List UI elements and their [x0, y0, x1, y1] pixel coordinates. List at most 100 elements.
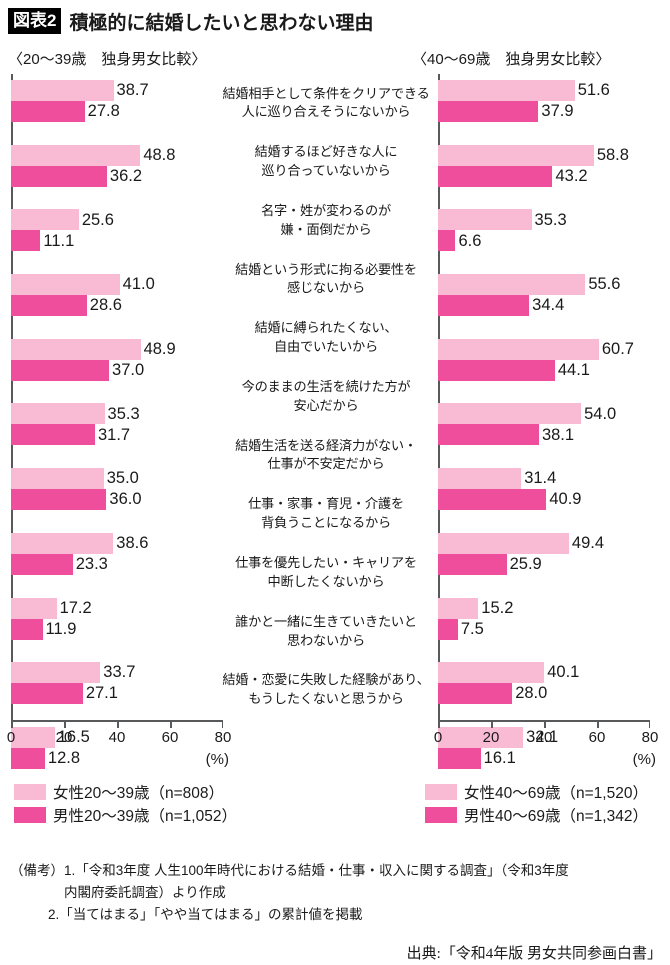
category-labels: 結婚相手として条件をクリアできる 人に巡り合えそうにないから結婚するほど好きな人に… [222, 74, 429, 720]
bar-male [11, 101, 85, 122]
bar-row: 12.8 [11, 747, 223, 769]
bar-male [11, 165, 107, 187]
bar-value-label: 41.0 [122, 275, 155, 294]
bar-female [11, 532, 114, 554]
bar-female [11, 80, 114, 101]
bar-group: 54.0 38.1 [438, 403, 650, 462]
bar-female [11, 468, 104, 490]
bar-value-label: 31.4 [524, 469, 557, 488]
bar-row: 6.6 [438, 230, 650, 252]
category-label-line: 人に巡り合えそうにないから [241, 104, 411, 120]
legend-label-female: 女性40〜69歳（n=1,520） [464, 784, 648, 802]
bar-value-label: 23.3 [75, 555, 108, 574]
y-axis-line-left [11, 74, 13, 720]
bar-row: 28.6 [11, 295, 223, 317]
bar-row: 28.0 [438, 683, 650, 705]
bar-female [438, 468, 522, 490]
note-line-2: 内閣府委託調査）より作成 [64, 884, 226, 900]
bar-value-label: 48.9 [143, 340, 176, 358]
bar-value-label: 28.0 [515, 684, 548, 703]
bar-female [11, 274, 120, 296]
category-label-line: 結婚するほど好きな人に [254, 144, 398, 160]
bar-row: 16.5 [11, 726, 223, 748]
x-axis-tick [170, 720, 172, 728]
bar-value-label: 40.9 [549, 490, 582, 509]
bar-value-label: 38.7 [116, 81, 149, 100]
bar-female [438, 274, 586, 296]
category-label: 結婚生活を送る経済力がない・ 仕事が不安定だから [228, 426, 424, 485]
category-label: 名字・姓が変わるのが 嫌・面倒だから [228, 191, 424, 250]
bar-value-label: 6.6 [458, 231, 482, 250]
bar-female [438, 209, 532, 231]
x-axis-tick [648, 720, 650, 728]
bar-row: 25.9 [438, 553, 650, 575]
bar-group: 32.1 16.1 [438, 726, 650, 786]
bar-group: 49.4 25.9 [438, 532, 650, 592]
bar-value-label: 37.9 [541, 102, 574, 121]
bar-row: 35.3 [438, 209, 650, 231]
figure-title-row: 図表2 積極的に結婚したいと思わない理由 [0, 0, 670, 36]
category-label: 結婚という形式に拘る必要性を 感じないから [228, 250, 424, 309]
bar-row: 35.3 [11, 403, 223, 425]
bar-row: 38.7 [11, 80, 223, 101]
bar-value-label: 38.1 [541, 425, 575, 444]
bar-female [438, 144, 594, 166]
bar-value-label: 51.6 [577, 81, 610, 100]
bar-row: 43.2 [438, 165, 650, 187]
bar-value-label: 32.1 [526, 728, 559, 747]
bar-group: 38.6 23.3 [11, 532, 223, 592]
bar-male [11, 618, 43, 640]
category-label-line: 結婚に縛られたくない、 [254, 320, 398, 336]
bar-row: 11.1 [11, 230, 223, 252]
bar-value-label: 35.3 [534, 210, 567, 229]
bar-row: 35.0 [11, 468, 223, 490]
category-label-line: 結婚という形式に拘る必要性を [235, 261, 417, 277]
bar-row: 7.5 [438, 618, 650, 640]
panel-headings: 〈20〜39歳 独身男女比較〉 〈40〜69歳 独身男女比較〉 [0, 48, 670, 74]
bar-group: 31.4 40.9 [438, 468, 650, 527]
bar-group: 48.8 36.2 [11, 144, 223, 204]
bar-group: 25.6 11.1 [11, 209, 223, 268]
bar-female [11, 144, 141, 166]
bar-male [11, 489, 107, 511]
category-label-line: 嫌・面倒だから [280, 221, 372, 237]
charts-container: 38.7 27.8 48.8 36.2 25.6 11.1 41.0 28.6 48.9 37.0… [0, 74, 670, 769]
bar-group: 51.6 37.9 [438, 80, 650, 139]
legend-left: 女性20〜39歳（n=808） 男性20〜39歳（n=1,052） [14, 780, 237, 826]
category-label-line: 背負うことになるから [261, 515, 391, 531]
legend-item: 男性20〜39歳（n=1,052） [14, 803, 237, 826]
bar-male [11, 747, 45, 769]
bar-row: 23.3 [11, 553, 223, 575]
x-axis-tick [544, 720, 546, 728]
page-title: 積極的に結婚したいと思わない理由 [69, 12, 374, 34]
bar-female [11, 403, 105, 425]
bar-row: 54.0 [438, 403, 650, 425]
category-label: 誰かと一緒に生きていきたいと 思わないから [228, 602, 424, 661]
bar-female [11, 597, 57, 619]
bar-male [438, 295, 530, 317]
bar-row: 38.6 [11, 532, 223, 554]
bar-row: 31.4 [438, 468, 650, 490]
bar-row: 31.7 [11, 424, 223, 446]
bar-value-label: 54.0 [584, 404, 617, 423]
bar-female [438, 726, 524, 748]
bar-value-label: 58.8 [596, 145, 629, 164]
x-axis-tick-label: 40 [535, 729, 553, 746]
bar-value-label: 40.1 [547, 663, 580, 682]
bar-row: 34.4 [438, 295, 650, 317]
category-label: 今のままの生活を続けた方が 安心だから [228, 367, 424, 426]
bar-value-label: 7.5 [460, 619, 484, 638]
category-label: 結婚相手として条件をクリアできる 人に巡り合えそうにないから [222, 74, 429, 133]
x-axis-tick-label: 0 [6, 729, 16, 746]
category-label-line: 安心だから [293, 397, 359, 413]
x-axis-tick-label: 20 [482, 729, 500, 746]
category-label-line: 誰かと一緒に生きていきたいと [235, 613, 417, 629]
legend-swatch-female [14, 783, 46, 800]
bar-row: 48.8 [11, 144, 223, 166]
bar-value-label: 27.8 [87, 102, 120, 121]
bar-row: 40.9 [438, 489, 650, 511]
bar-value-label: 28.6 [89, 296, 122, 315]
legend-right: 女性40〜69歳（n=1,520） 男性40〜69歳（n=1,342） [425, 780, 648, 826]
category-label-line: 仕事・家事・育児・介護を [248, 496, 404, 512]
legend-item: 男性40〜69歳（n=1,342） [425, 803, 648, 826]
